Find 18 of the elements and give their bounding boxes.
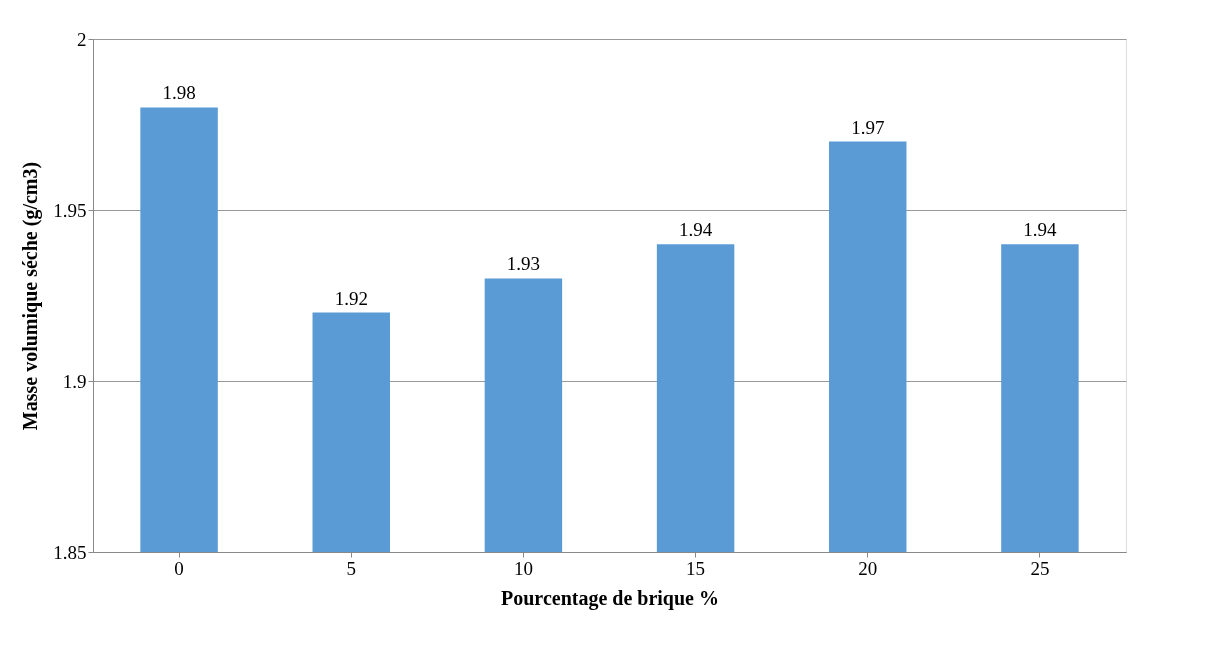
y-tick-label: 1.85 [53, 541, 87, 563]
x-tick-label: 25 [1030, 557, 1050, 579]
x-tick-label: 15 [686, 557, 706, 579]
y-axis-title: Masse volumique séche (g/cm3) [19, 161, 43, 431]
x-axis-title: Pourcentage de brique % [501, 586, 719, 610]
data-label: 1.93 [506, 253, 541, 275]
y-tick-label: 1.9 [62, 370, 87, 392]
data-label: 1.97 [851, 116, 885, 138]
y-tick-label: 2 [77, 28, 87, 50]
data-label: 1.94 [678, 219, 713, 241]
data-label: 1.94 [1023, 219, 1058, 241]
data-label: 1.92 [334, 287, 368, 309]
data-label: 1.98 [162, 82, 196, 104]
x-tick-label: 20 [858, 557, 878, 579]
y-tick-label: 1.95 [53, 199, 87, 221]
x-tick-label: 5 [346, 557, 356, 579]
x-tick-label: 10 [513, 557, 533, 579]
x-tick-label: 0 [174, 557, 184, 579]
